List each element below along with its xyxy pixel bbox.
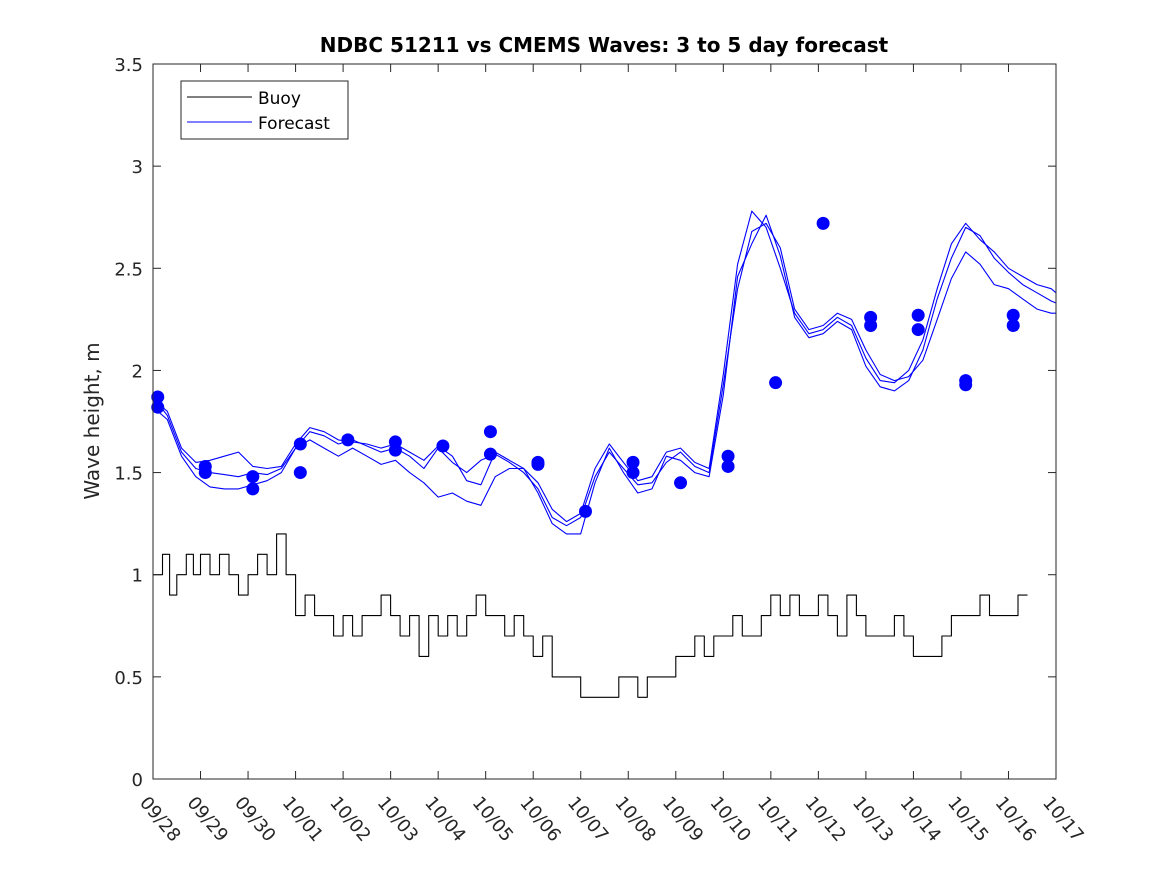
plot-frame [152, 63, 1057, 780]
forecast-marker [436, 439, 450, 453]
forecast-marker [151, 400, 165, 414]
y-tick-label: 1.5 [114, 464, 143, 485]
y-axis-label: Wave height, m [80, 342, 104, 499]
y-tick-label: 0 [132, 770, 143, 791]
legend-box [180, 80, 349, 140]
forecast-marker [341, 433, 355, 447]
y-tick-label: 2 [132, 361, 143, 382]
series-line-buoy [153, 533, 1028, 698]
forecast-marker [769, 376, 783, 390]
legend-label-buoy: Buoy [258, 89, 301, 109]
legend: Buoy Forecast [180, 80, 349, 140]
forecast-marker [721, 459, 735, 473]
forecast-marker [198, 459, 212, 473]
forecast-marker [674, 476, 688, 490]
forecast-marker [816, 216, 830, 230]
forecast-marker [1006, 318, 1020, 332]
forecast-marker [911, 323, 925, 337]
y-tick-label: 0.5 [114, 668, 143, 689]
forecast-marker [483, 447, 497, 461]
legend-label-forecast: Forecast [258, 114, 330, 134]
forecast-marker [293, 437, 307, 451]
forecast-marker [531, 455, 545, 469]
y-tick-label: 3 [132, 157, 143, 178]
y-tick-label: 2.5 [114, 259, 143, 280]
forecast-marker [626, 466, 640, 480]
marker-layer [151, 216, 1020, 518]
forecast-marker [911, 308, 925, 322]
y-axis: 0 0.5 1 1.5 2 2.5 3 3.5 [114, 55, 1056, 791]
plot-area [153, 64, 1056, 779]
forecast-marker [388, 435, 402, 449]
forecast-marker [959, 374, 973, 388]
forecast-marker [626, 455, 640, 469]
series-line-forecast-3 [152, 210, 1057, 523]
forecast-marker [246, 482, 260, 496]
forecast-marker [293, 466, 307, 480]
y-tick-label: 3.5 [114, 55, 143, 76]
forecast-marker [578, 504, 592, 518]
forecast-marker [864, 310, 878, 324]
forecast-marker [246, 470, 260, 484]
forecast-marker [1006, 308, 1020, 322]
chart-title: NDBC 51211 vs CMEMS Waves: 3 to 5 day fo… [320, 33, 889, 57]
forecast-marker [151, 390, 165, 404]
y-tick-label: 1 [132, 566, 143, 587]
forecast-marker [483, 425, 497, 439]
forecast-marker [721, 449, 735, 463]
